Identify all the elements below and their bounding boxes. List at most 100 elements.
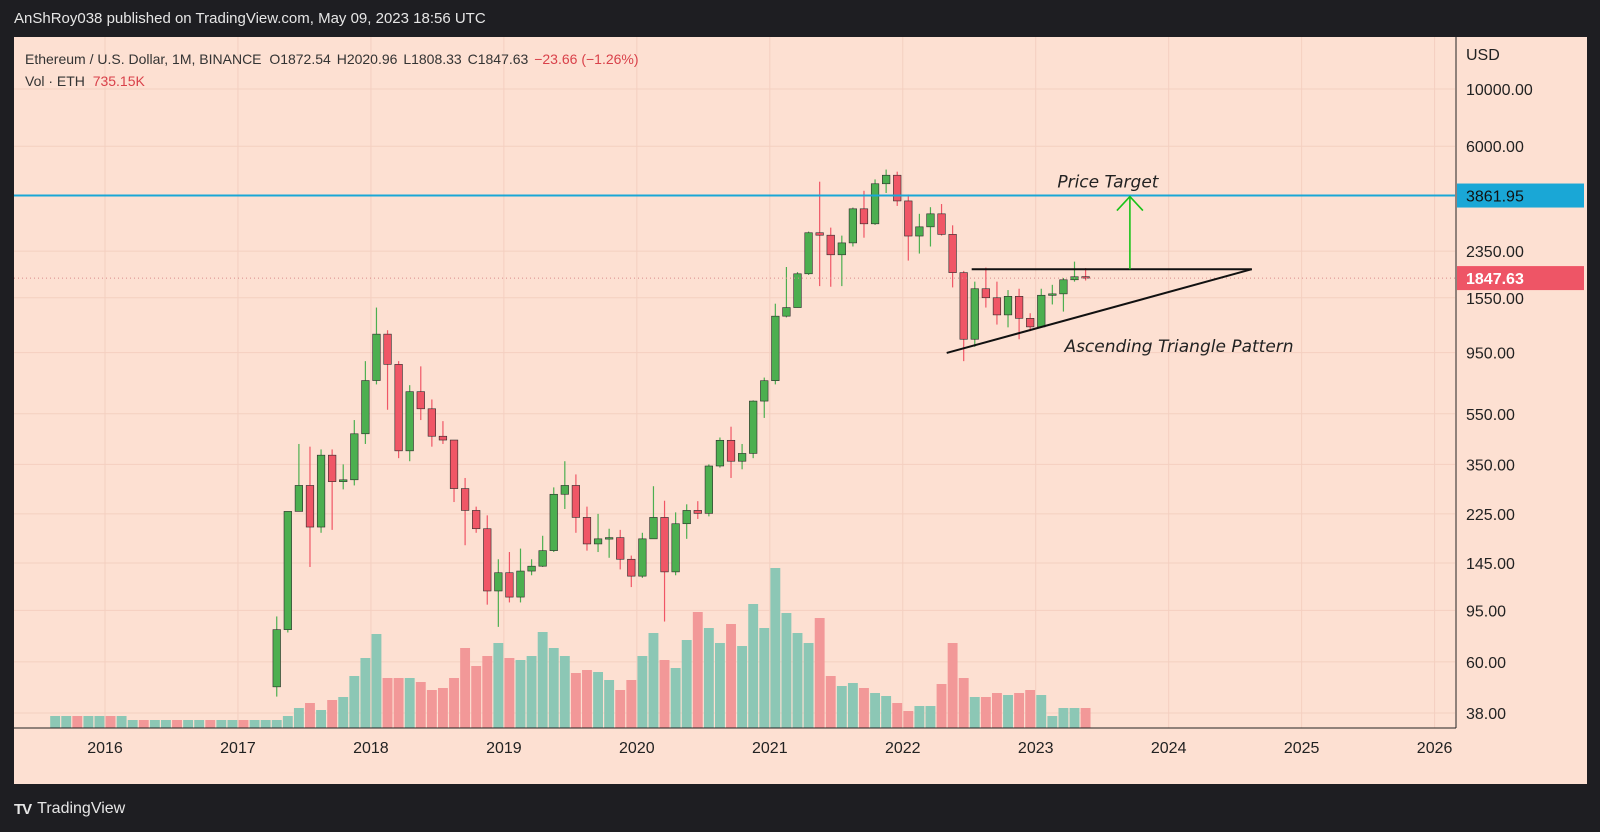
time-tick-label: 2017: [220, 740, 256, 757]
price-tick-label: 10000.00: [1466, 82, 1533, 99]
symbol-label: Ethereum / U.S. Dollar, 1M, BINANCE: [25, 51, 262, 67]
volume-bar: [404, 678, 415, 728]
volume-bar: [426, 690, 437, 728]
candle-body: [749, 400, 758, 454]
candle-body: [328, 454, 337, 482]
chart-frame[interactable]: Price Target Ascending Triangle Pattern US…: [14, 37, 1587, 784]
volume-bar: [282, 716, 293, 728]
level-price-badge-text: 3861.95: [1466, 189, 1524, 206]
volume-bar: [659, 660, 670, 728]
volume-bar: [914, 706, 925, 728]
candle-body: [350, 433, 359, 481]
volume-bar: [582, 670, 592, 728]
volume-bar: [692, 612, 703, 728]
volume-bar: [615, 690, 626, 728]
volume-value: 735.15K: [92, 73, 145, 89]
volume-bar: [969, 697, 980, 728]
candle-body: [516, 570, 525, 598]
volume-bar: [1069, 708, 1080, 728]
volume-bar: [648, 633, 659, 728]
candle-body: [1014, 296, 1024, 319]
volume-bar: [105, 716, 116, 728]
volume-bar: [83, 716, 94, 728]
price-tick-label: 6000.00: [1466, 139, 1524, 156]
volume-bars: [271, 568, 1091, 728]
volume-bar: [670, 668, 681, 728]
footer-brand: TradingView: [37, 800, 126, 817]
volume-bar: [449, 678, 459, 728]
volume-bar: [216, 720, 227, 728]
volume-bar: [1080, 708, 1091, 728]
candle-body: [1059, 279, 1068, 295]
candle-body: [948, 234, 957, 273]
change-value: −23.66 (−1.26%): [534, 51, 639, 67]
publisher-header: AnShRoy038 published on TradingView.com,…: [14, 10, 486, 27]
candle-body: [760, 380, 769, 402]
volume-bar: [825, 676, 836, 728]
candle-body: [981, 288, 990, 299]
volume-bar: [604, 680, 615, 728]
time-tick-label: 2022: [885, 740, 921, 757]
volume-bar: [570, 673, 581, 728]
candle-body: [483, 528, 492, 592]
currency-label: USD: [1466, 47, 1500, 64]
volume-bar: [172, 720, 182, 728]
candle-body: [361, 380, 370, 435]
candle-body: [793, 273, 802, 308]
low-value: L1808.33: [403, 51, 462, 67]
candle-body: [549, 493, 558, 551]
price-tick-label: 60.00: [1466, 655, 1506, 672]
candle-body: [682, 510, 691, 525]
volume-bar: [537, 632, 548, 728]
volume-bar: [415, 682, 426, 728]
candle-body: [826, 234, 835, 256]
candle-body: [837, 242, 846, 256]
candle-body: [1081, 276, 1090, 279]
current-price-badge: [1457, 266, 1584, 291]
volume-bar: [836, 686, 847, 728]
level-price-badge: [1457, 183, 1584, 208]
volume-bar: [958, 678, 969, 728]
candle-body: [438, 435, 448, 441]
candle-body: [316, 454, 326, 528]
candle-body: [937, 213, 946, 235]
price-tick-label: 550.00: [1466, 407, 1515, 424]
volume-bar: [72, 716, 83, 728]
candle-body: [605, 537, 614, 540]
candle-body: [870, 183, 880, 225]
time-tick-label: 2020: [619, 740, 655, 757]
volume-bar: [903, 711, 914, 728]
candle-body: [460, 488, 470, 511]
volume-bar: [271, 720, 282, 728]
price-tick-label: 1550.00: [1466, 291, 1524, 308]
volume-bar: [61, 716, 72, 728]
volume-bar: [1036, 695, 1047, 728]
candle-body: [339, 479, 348, 482]
volume-bar: [1003, 695, 1013, 728]
volume-bar: [316, 710, 326, 728]
volume-bar: [637, 656, 648, 728]
volume-bar: [238, 720, 249, 728]
volume-bar: [94, 716, 105, 728]
price-chart[interactable]: Price Target Ascending Triangle Pattern US…: [14, 37, 1587, 784]
price-tick-label: 225.00: [1466, 507, 1515, 524]
volume-bar: [814, 618, 825, 728]
candle-body: [1048, 293, 1057, 296]
volume-bar: [737, 646, 748, 728]
volume-bar: [116, 716, 127, 728]
candle-body: [726, 439, 736, 462]
volume-bar: [161, 720, 171, 728]
candle-body: [959, 272, 968, 340]
volume-label: Vol · ETH: [25, 73, 85, 89]
volume-bar: [382, 678, 393, 728]
volume-bar: [1025, 690, 1036, 728]
time-tick-label: 2023: [1018, 740, 1054, 757]
volume-bar: [748, 604, 759, 728]
candle-body: [272, 629, 281, 688]
volume-bar: [526, 656, 537, 728]
volume-bar: [759, 628, 770, 728]
time-tick-label: 2016: [87, 740, 123, 757]
candle-body: [882, 174, 891, 185]
volume-bar: [349, 676, 360, 728]
price-tick-label: 95.00: [1466, 603, 1506, 620]
